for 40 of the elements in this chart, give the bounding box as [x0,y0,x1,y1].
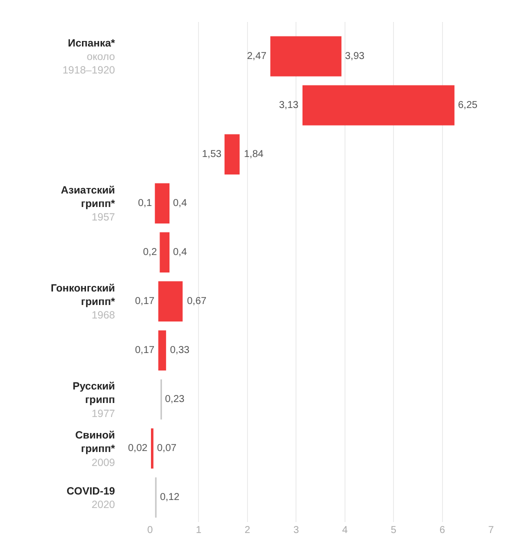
annotation: 0,1 [138,198,152,209]
annotation: 0,12 [160,492,180,503]
bar [158,330,166,371]
annotation: 0,07 [157,443,177,454]
annotation: 0,4 [173,198,188,209]
bar [158,281,183,322]
x-tick-label: 5 [390,525,397,536]
annotation: 0,17 [135,345,155,356]
annotation: 2,47 [247,51,267,62]
x-tick-label: 4 [342,525,348,536]
x-tick-label: 7 [488,525,494,536]
bar [160,232,170,272]
y-tick-label: Испанка* около 1918–1920 [62,37,116,77]
annotation: 0,2 [143,247,158,258]
annotation: 0,4 [173,247,188,258]
annotation: 0,33 [170,345,190,356]
annotation: 0,02 [128,443,148,454]
y-tick-label: Свиной грипп* 2009 [75,429,116,469]
bar [154,183,170,224]
bar [224,134,240,174]
y-tick-label: COVID-19 2020 [66,485,116,511]
x-tick-label: 0 [147,525,154,536]
bar [270,36,342,76]
bar [150,428,154,469]
y-tick-label: Азиатский грипп* 1957 [60,184,116,224]
annotation: 3,93 [345,51,365,62]
x-tick-label: 1 [196,525,202,536]
y-tick-label: Русский грипп 1977 [72,380,116,420]
annotation: 0,23 [165,394,185,405]
x-tick-label: 6 [440,525,446,536]
annotation: 0,67 [187,296,207,307]
annotation: 3,13 [279,100,299,111]
annotation: 6,25 [458,100,478,111]
annotation: 0,17 [135,296,155,307]
x-tick-label: 2 [244,525,251,536]
bar [302,85,454,126]
x-tick-label: 3 [293,525,300,536]
y-tick-label: Гонконгский грипп* 1968 [50,282,116,322]
annotation: 1,84 [244,149,264,160]
annotation: 1,53 [202,149,222,160]
